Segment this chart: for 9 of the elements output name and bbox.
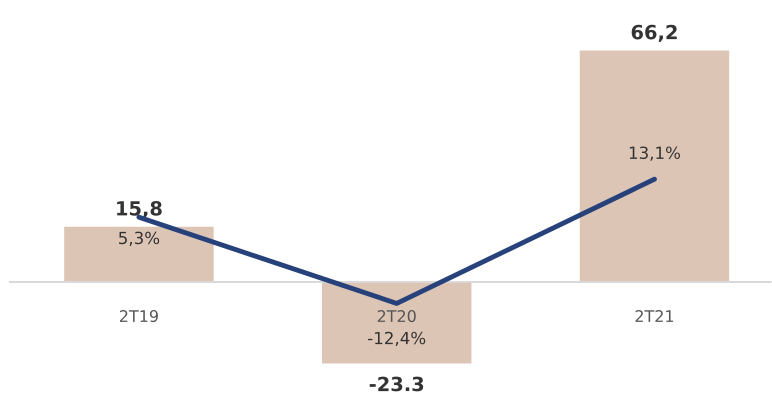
data-label: -12,4%	[368, 332, 426, 346]
x-tick-label: 2T21	[636, 310, 674, 322]
data-label: 5,3%	[119, 232, 160, 246]
x-tick-label: 2T19	[120, 310, 158, 322]
data-label: -23.3	[370, 376, 424, 392]
x-tick-label: 2T20	[378, 310, 416, 322]
data-label: 66,2	[632, 24, 677, 42]
data-label: 15,8	[117, 201, 162, 218]
data-label: 13,1%	[630, 146, 680, 161]
